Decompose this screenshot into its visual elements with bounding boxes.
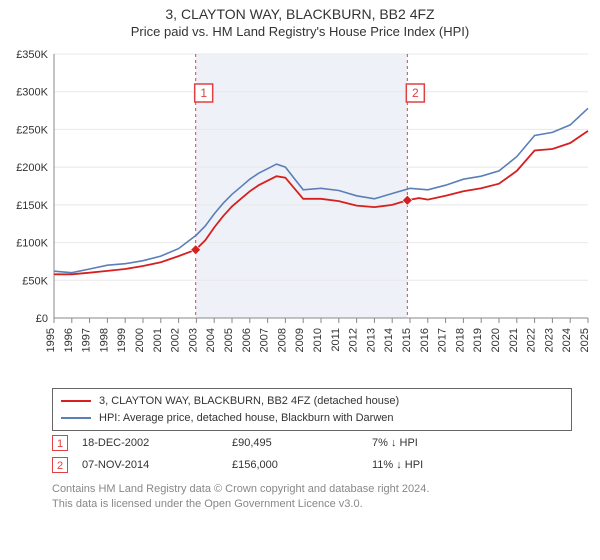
- svg-text:2006: 2006: [241, 328, 253, 352]
- svg-text:2014: 2014: [383, 328, 395, 352]
- svg-text:1995: 1995: [45, 328, 57, 352]
- svg-text:2: 2: [412, 86, 419, 100]
- sale-date-2: 07-NOV-2014: [82, 459, 232, 471]
- svg-text:2013: 2013: [365, 328, 377, 352]
- footer-attribution: Contains HM Land Registry data © Crown c…: [52, 482, 572, 512]
- sales-table: 1 18-DEC-2002 £90,495 7% ↓ HPI 2 07-NOV-…: [52, 432, 572, 476]
- legend-box: 3, CLAYTON WAY, BLACKBURN, BB2 4FZ (deta…: [52, 388, 572, 431]
- svg-text:2011: 2011: [330, 328, 342, 352]
- svg-text:£200K: £200K: [16, 162, 48, 174]
- svg-text:£350K: £350K: [16, 49, 48, 61]
- legend-item-price: 3, CLAYTON WAY, BLACKBURN, BB2 4FZ (deta…: [61, 393, 563, 410]
- legend-label-price: 3, CLAYTON WAY, BLACKBURN, BB2 4FZ (deta…: [99, 393, 399, 410]
- svg-text:2002: 2002: [170, 328, 182, 352]
- svg-text:1998: 1998: [98, 328, 110, 352]
- svg-text:2000: 2000: [134, 328, 146, 352]
- chart-svg: £0 £50K £100K £150K £200K £250K £300K £350K 1995…: [8, 48, 592, 378]
- legend-label-hpi: HPI: Average price, detached house, Blac…: [99, 410, 394, 427]
- table-row: 2 07-NOV-2014 £156,000 11% ↓ HPI: [52, 454, 572, 476]
- titles-block: 3, CLAYTON WAY, BLACKBURN, BB2 4FZ Price…: [0, 0, 600, 39]
- svg-text:2021: 2021: [508, 328, 520, 352]
- legend-item-hpi: HPI: Average price, detached house, Blac…: [61, 410, 563, 427]
- svg-text:1997: 1997: [81, 328, 93, 352]
- svg-text:2005: 2005: [223, 328, 235, 352]
- legend-swatch-price: [61, 400, 91, 402]
- svg-text:2003: 2003: [187, 328, 199, 352]
- svg-text:2022: 2022: [526, 328, 538, 352]
- svg-text:£150K: £150K: [16, 200, 48, 212]
- svg-text:£0: £0: [36, 313, 48, 325]
- svg-text:2023: 2023: [543, 328, 555, 352]
- table-row: 1 18-DEC-2002 £90,495 7% ↓ HPI: [52, 432, 572, 454]
- svg-text:2015: 2015: [401, 328, 413, 352]
- sale-flag-1: 1: [52, 435, 68, 451]
- chart-plot: £0 £50K £100K £150K £200K £250K £300K £350K 1995…: [8, 48, 592, 378]
- chart-subtitle: Price paid vs. HM Land Registry's House …: [0, 24, 600, 39]
- svg-text:£250K: £250K: [16, 124, 48, 136]
- sale-delta-1: 7% ↓ HPI: [372, 437, 522, 449]
- svg-text:2012: 2012: [348, 328, 360, 352]
- footer-line1: Contains HM Land Registry data © Crown c…: [52, 482, 572, 497]
- svg-text:2024: 2024: [561, 328, 573, 352]
- svg-text:2017: 2017: [437, 328, 449, 352]
- sale-delta-2: 11% ↓ HPI: [372, 459, 522, 471]
- chart-frame: 3, CLAYTON WAY, BLACKBURN, BB2 4FZ Price…: [0, 0, 600, 560]
- svg-text:£50K: £50K: [22, 275, 48, 287]
- svg-text:2016: 2016: [419, 328, 431, 352]
- legend-swatch-hpi: [61, 417, 91, 419]
- svg-text:2010: 2010: [312, 328, 324, 352]
- svg-text:2001: 2001: [152, 328, 164, 352]
- sale-flag-2: 2: [52, 457, 68, 473]
- sale-date-1: 18-DEC-2002: [82, 437, 232, 449]
- svg-text:2007: 2007: [259, 328, 271, 352]
- svg-text:2025: 2025: [579, 328, 591, 352]
- svg-text:2008: 2008: [276, 328, 288, 352]
- svg-text:2020: 2020: [490, 328, 502, 352]
- svg-text:£300K: £300K: [16, 87, 48, 99]
- svg-text:2018: 2018: [454, 328, 466, 352]
- svg-text:1996: 1996: [63, 328, 75, 352]
- footer-line2: This data is licensed under the Open Gov…: [52, 497, 572, 512]
- svg-text:2004: 2004: [205, 328, 217, 352]
- sale-price-1: £90,495: [232, 437, 372, 449]
- chart-title: 3, CLAYTON WAY, BLACKBURN, BB2 4FZ: [0, 6, 600, 22]
- svg-text:2019: 2019: [472, 328, 484, 352]
- svg-text:£100K: £100K: [16, 238, 48, 250]
- svg-text:2009: 2009: [294, 328, 306, 352]
- svg-text:1: 1: [200, 86, 207, 100]
- svg-text:1999: 1999: [116, 328, 128, 352]
- sale-price-2: £156,000: [232, 459, 372, 471]
